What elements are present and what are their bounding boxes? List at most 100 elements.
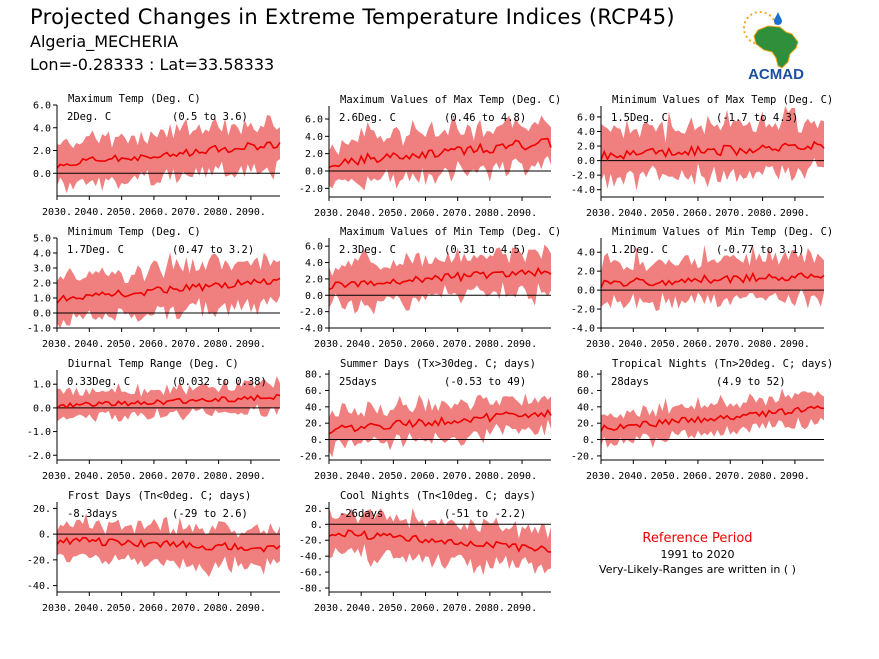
ensemble-mean-line (56, 141, 281, 169)
x-tick-label: 2050. (651, 471, 681, 482)
ensemble-mean-line (600, 140, 825, 162)
y-tick-label: 3.0 (33, 264, 51, 275)
y-tick-label: 40. (577, 402, 595, 413)
y-tick-label: 20. (33, 504, 51, 515)
change-value-label: 28days (611, 376, 649, 388)
change-value-label: 25days (339, 376, 377, 388)
change-value-label: 1.7Deg. C (67, 244, 124, 256)
x-tick-label: 2030. (314, 471, 344, 482)
x-tick-label: 2090. (236, 339, 266, 350)
panel-4: -1.0 0.0 1.0 2.0 3.0 4.0 5.0 2030. 2040. 2050. 206… (27, 226, 281, 350)
y-tick-label: 0. (311, 435, 323, 446)
x-tick-label: 2030. (314, 208, 344, 219)
y-tick-label: 1.0 (33, 380, 51, 391)
acmad-logo: ACMAD (743, 11, 804, 82)
y-tick-label: -4.0 (571, 185, 595, 196)
panel-title: Cool Nights (Tn<10deg. C; days) (340, 490, 536, 502)
likely-range-band (57, 375, 280, 423)
y-tick-label: 4.0 (305, 258, 323, 269)
panel-title: Diurnal Temp Range (Deg. C) (68, 358, 239, 370)
x-tick-label: 2060. (410, 208, 440, 219)
x-tick-label: 2090. (507, 339, 537, 350)
x-tick-label: 2060. (139, 339, 169, 350)
y-tick-label: 0. (39, 530, 51, 541)
reference-note: Very-Likely-Ranges are written in ( ) (599, 563, 796, 576)
likely-range-band (601, 245, 824, 312)
x-tick-label: 2070. (443, 603, 473, 614)
x-tick-label: 2040. (618, 471, 648, 482)
x-tick-label: 2040. (74, 603, 104, 614)
y-tick-label: 0.0 (305, 167, 323, 178)
x-tick-label: 2040. (346, 339, 376, 350)
y-tick-label: -20. (27, 555, 51, 566)
x-tick-label: 2080. (204, 339, 234, 350)
y-tick-label: 0.0 (305, 291, 323, 302)
x-tick-label: 2060. (139, 207, 169, 218)
station-coords: Lon=-0.28333 : Lat=33.58333 (30, 55, 275, 74)
x-tick-label: 2060. (410, 471, 440, 482)
x-tick-label: 2060. (410, 603, 440, 614)
y-tick-label: 6.0 (305, 115, 323, 126)
y-tick-label: 2.0 (577, 267, 595, 278)
x-tick-label: 2070. (715, 208, 745, 219)
x-tick-label: 2070. (171, 339, 201, 350)
y-tick-label: 0.0 (577, 286, 595, 297)
x-tick-label: 2080. (475, 603, 505, 614)
y-tick-label: 2.0 (305, 149, 323, 160)
x-tick-label: 2040. (346, 603, 376, 614)
y-tick-label: 0.0 (33, 169, 51, 180)
change-value-label: -8.3days (67, 508, 118, 520)
y-tick-label: 2.0 (577, 142, 595, 153)
y-tick-label: -4.0 (299, 324, 323, 335)
x-tick-label: 2050. (651, 339, 681, 350)
y-tick-label: 40. (305, 402, 323, 413)
x-tick-label: 2030. (586, 471, 616, 482)
x-tick-label: 2070. (171, 603, 201, 614)
y-tick-label: -1.0 (27, 324, 51, 335)
y-tick-label: 0. (583, 435, 595, 446)
x-tick-label: 2030. (314, 339, 344, 350)
y-tick-label: 60. (577, 386, 595, 397)
panel-title: Minimum Values of Min Temp (Deg. C) (612, 226, 833, 238)
y-tick-label: -2.0 (571, 171, 595, 182)
x-tick-label: 2070. (443, 339, 473, 350)
likely-range-label: (0.47 to 3.2) (172, 244, 254, 256)
y-tick-label: 5.0 (33, 234, 51, 245)
y-tick-label: 6.0 (33, 101, 51, 112)
likely-range-label: (0.31 to 4.5) (444, 244, 526, 256)
ensemble-mean-line (328, 137, 552, 169)
drop-icon (774, 12, 782, 25)
panel-10: -40.-20.0.20.2030. 2040. 2050. 2060. 2070. 20… (27, 490, 281, 614)
likely-range-band (57, 513, 280, 578)
y-tick-label: 6.0 (577, 112, 595, 123)
ensemble-mean-line (56, 277, 281, 304)
x-tick-label: 2040. (74, 339, 104, 350)
y-tick-label: 80. (305, 370, 323, 381)
panel-title: Minimum Temp (Deg. C) (68, 226, 201, 238)
likely-range-label: (-51 to -2.2) (444, 508, 526, 520)
change-value-label: 2.3Deg. C (339, 244, 396, 256)
x-tick-label: 2070. (443, 471, 473, 482)
x-tick-label: 2030. (42, 471, 72, 482)
x-tick-label: 2080. (748, 339, 778, 350)
x-tick-label: 2050. (107, 207, 137, 218)
x-tick-label: 2070. (171, 207, 201, 218)
x-tick-label: 2090. (236, 603, 266, 614)
x-tick-label: 2080. (475, 339, 505, 350)
x-tick-label: 2080. (204, 471, 234, 482)
y-tick-label: -80. (299, 584, 323, 595)
x-tick-label: 2050. (107, 603, 137, 614)
likely-range-band (329, 393, 551, 458)
panel-title: Minimum Values of Max Temp (Deg. C) (612, 94, 833, 106)
y-tick-label: -2.0 (27, 451, 51, 462)
change-value-label: 0.33Deg. C (67, 376, 130, 388)
change-value-label: 1.2Deg. C (611, 244, 668, 256)
y-tick-label: 4.0 (577, 248, 595, 259)
y-tick-label: 2.0 (305, 274, 323, 285)
y-tick-label: -2.0 (299, 307, 323, 318)
panel-2: -2.0 0.0 2.0 4.0 6.0 2030. 2040. 2050. 2060. 2070… (299, 94, 561, 219)
y-tick-label: 20. (577, 419, 595, 430)
panel-title: Maximum Values of Min Temp (Deg. C) (340, 226, 561, 238)
x-tick-label: 2060. (139, 603, 169, 614)
